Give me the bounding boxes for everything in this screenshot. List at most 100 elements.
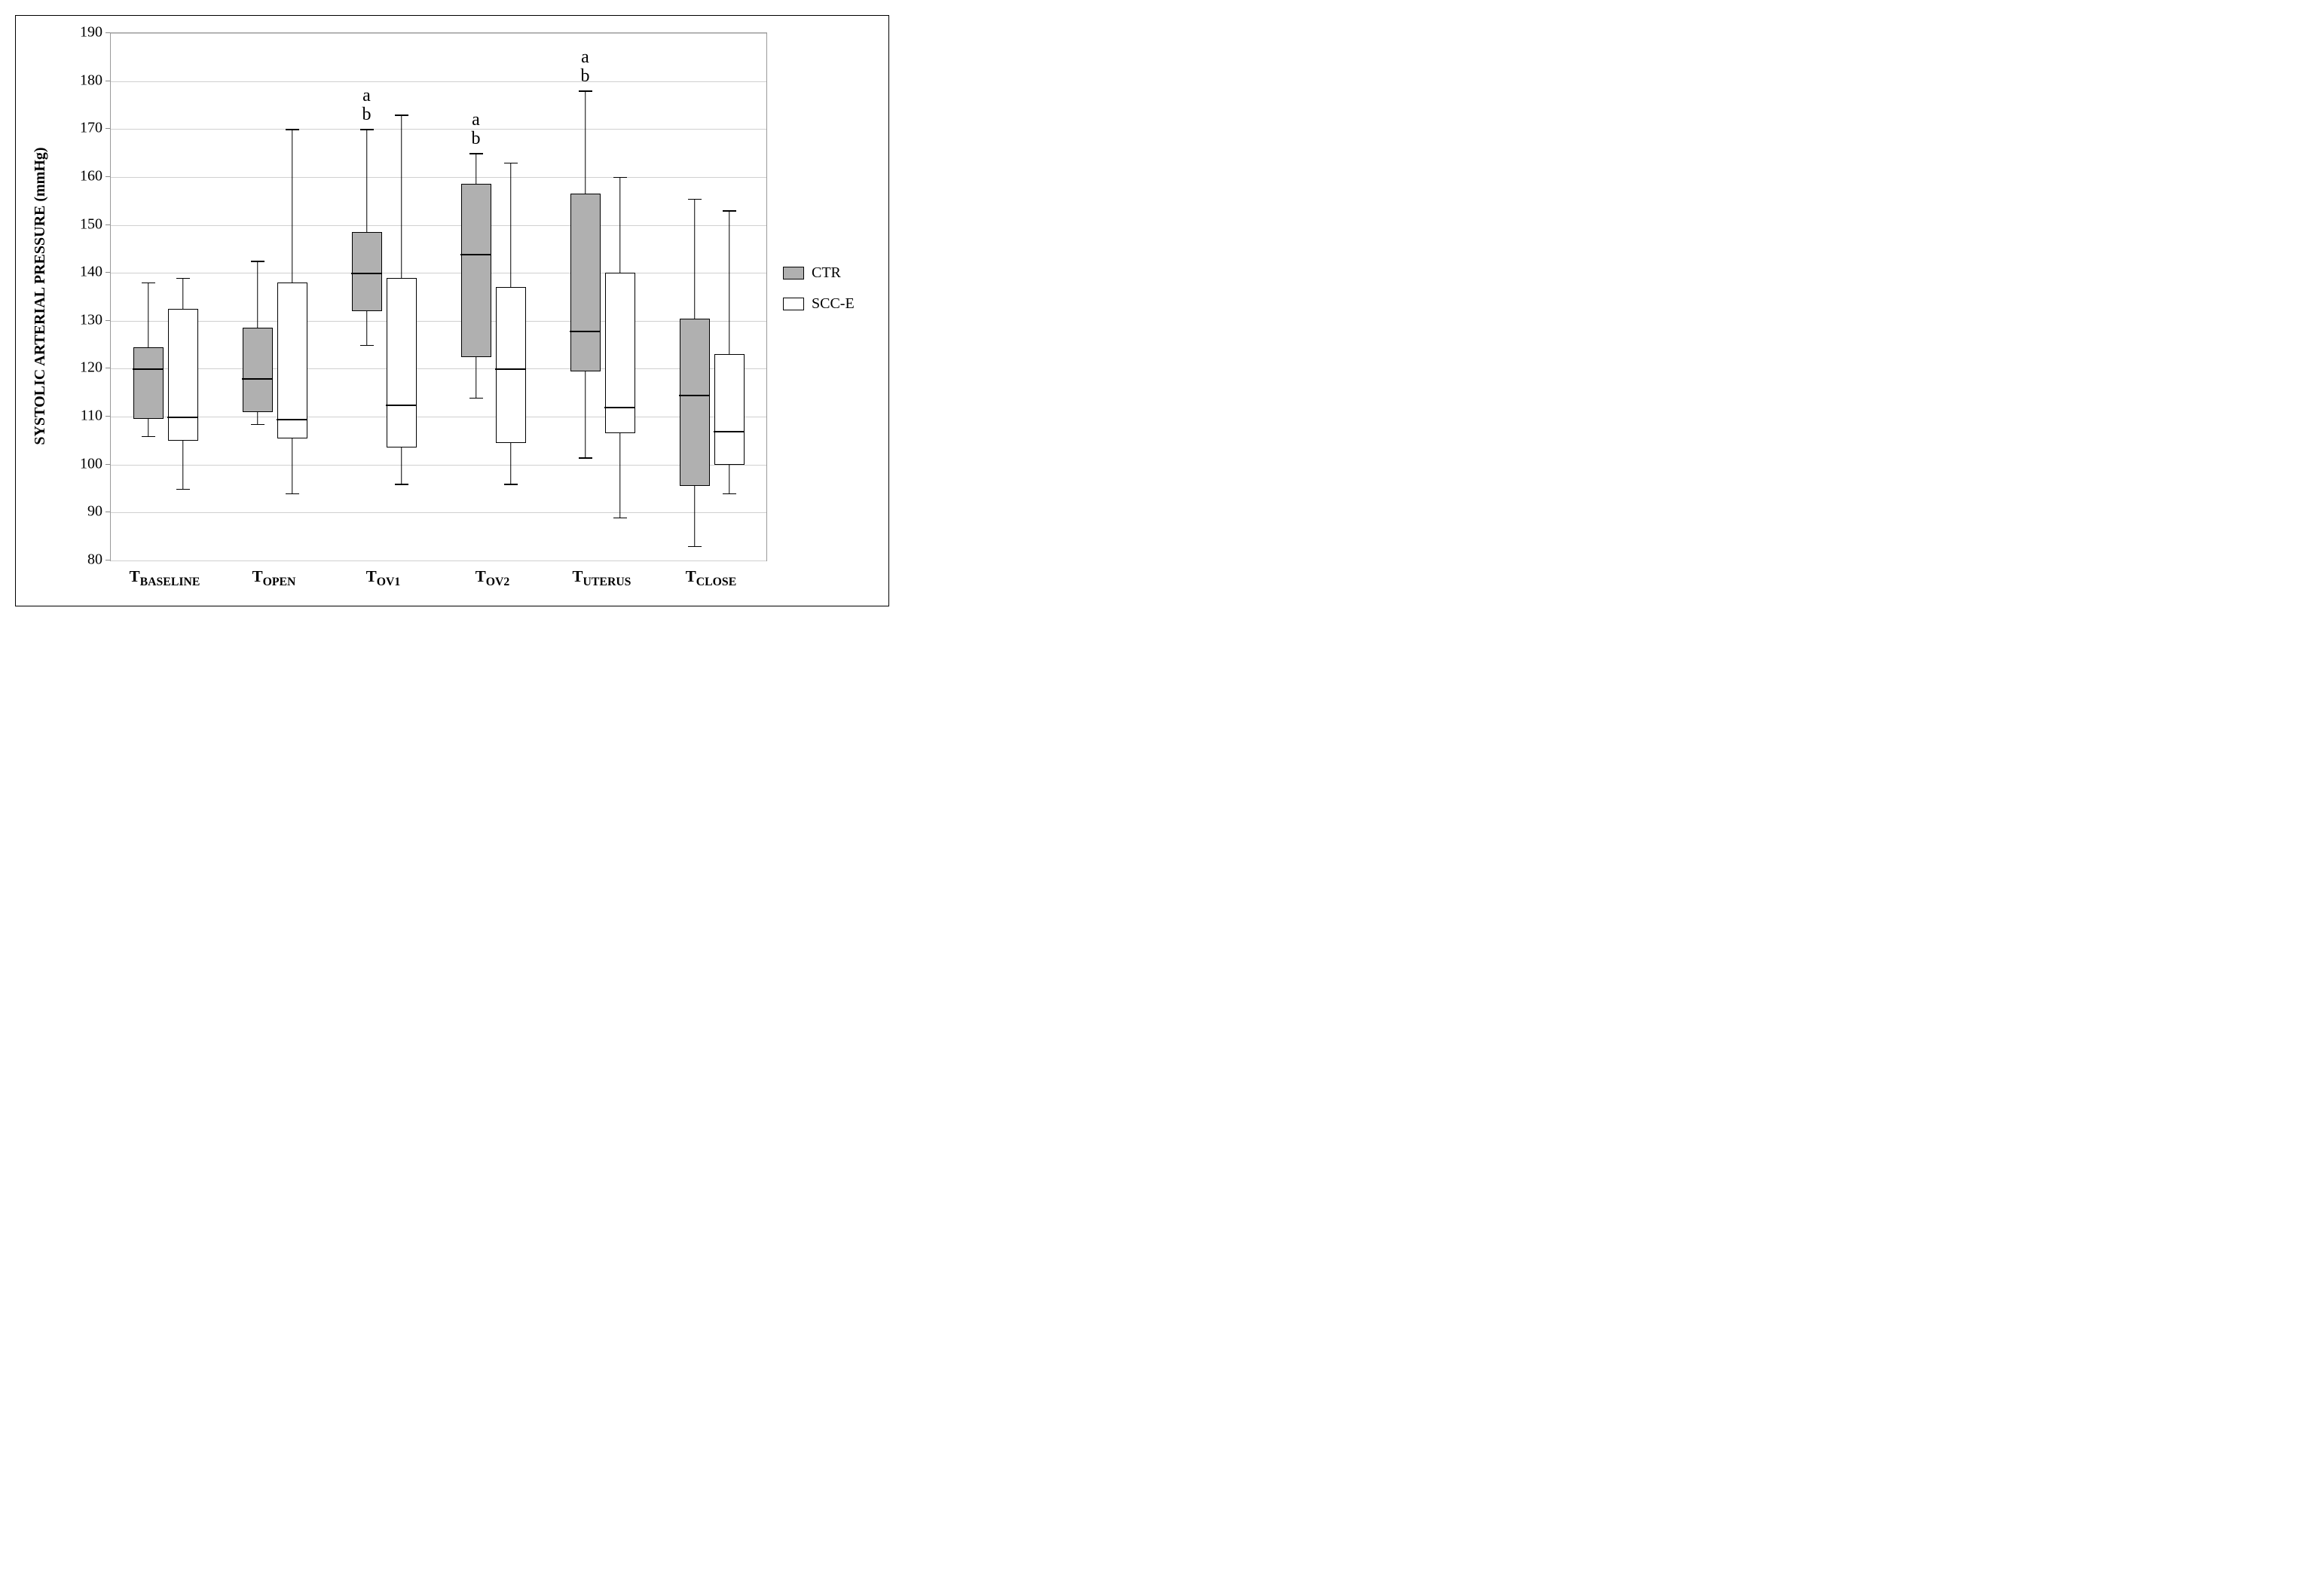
gridline [111, 368, 766, 369]
whisker-cap-lower [176, 489, 190, 490]
y-tick-label: 170 [74, 120, 102, 137]
median-line [714, 431, 745, 432]
whisker-cap-lower [613, 518, 627, 519]
gridline [111, 177, 766, 178]
y-tick [105, 224, 110, 225]
whisker-lower [257, 412, 258, 424]
whisker-cap-lower [360, 345, 374, 347]
whisker-cap-upper [504, 163, 518, 164]
y-tick [105, 416, 110, 417]
gridline [111, 33, 766, 34]
box [168, 309, 198, 441]
box [387, 278, 417, 448]
x-category-sub: CLOSE [696, 576, 736, 588]
x-category-label: TUTERUS [573, 567, 631, 589]
y-tick [105, 176, 110, 177]
whisker-cap-lower [723, 493, 736, 495]
whisker-cap-upper [286, 129, 299, 130]
box [243, 328, 273, 411]
box [277, 283, 307, 438]
y-tick [105, 272, 110, 273]
y-tick-label: 90 [74, 503, 102, 521]
whisker-cap-lower [251, 424, 265, 426]
x-category-prefix: T [476, 567, 486, 585]
median-line [570, 331, 601, 332]
gridline [111, 465, 766, 466]
y-tick-label: 130 [74, 311, 102, 328]
gridline [111, 81, 766, 82]
whisker-cap-lower [469, 398, 483, 399]
median-line [242, 378, 273, 380]
median-line [277, 419, 307, 420]
median-line [386, 405, 417, 406]
whisker-lower [148, 419, 149, 435]
whisker-upper [619, 177, 621, 273]
whisker-upper [182, 278, 184, 309]
whisker-cap-upper [469, 153, 483, 154]
x-category-prefix: T [573, 567, 583, 585]
legend-swatch [783, 267, 804, 279]
y-tick-label: 180 [74, 72, 102, 89]
whisker-lower [510, 443, 512, 484]
legend-item: SCC-E [783, 295, 855, 313]
whisker-upper [694, 199, 696, 319]
significance-annotation: b [472, 130, 481, 148]
whisker-cap-lower [688, 546, 702, 548]
x-category-prefix: T [366, 567, 377, 585]
whisker-cap-upper [251, 261, 265, 262]
y-tick-label: 140 [74, 264, 102, 281]
median-line [133, 368, 164, 370]
whisker-upper [510, 163, 512, 287]
whisker-cap-lower [142, 436, 155, 438]
y-tick-label: 110 [74, 408, 102, 425]
whisker-lower [694, 486, 696, 546]
whisker-upper [366, 129, 368, 232]
significance-annotation: b [581, 67, 590, 86]
significance-annotation: a [472, 111, 480, 130]
whisker-cap-upper [142, 283, 155, 284]
gridline [111, 129, 766, 130]
whisker-lower [585, 371, 586, 458]
whisker-upper [292, 129, 293, 283]
x-category-label: TOV1 [366, 567, 401, 589]
whisker-cap-lower [395, 484, 408, 485]
x-category-sub: OPEN [263, 576, 296, 588]
y-tick-label: 160 [74, 167, 102, 185]
box [461, 184, 491, 356]
chart-container: ababab8090100110120130140150160170180190… [15, 15, 889, 606]
whisker-cap-upper [723, 210, 736, 212]
legend: CTRSCC-E [783, 264, 855, 326]
y-tick [105, 464, 110, 465]
box [133, 347, 164, 419]
box [352, 232, 382, 311]
whisker-upper [729, 210, 730, 354]
significance-annotation: b [362, 105, 372, 124]
whisker-cap-upper [688, 199, 702, 200]
x-category-sub: UTERUS [583, 576, 631, 588]
whisker-upper [401, 115, 402, 277]
whisker-upper [257, 261, 258, 328]
y-tick-label: 120 [74, 359, 102, 377]
x-category-prefix: T [130, 567, 140, 585]
whisker-lower [619, 433, 621, 517]
box [605, 273, 635, 433]
y-tick [105, 320, 110, 321]
whisker-cap-lower [504, 484, 518, 485]
legend-label: SCC-E [812, 295, 855, 313]
plot-area: ababab [110, 32, 767, 561]
median-line [351, 273, 382, 274]
significance-annotation: a [581, 48, 589, 67]
whisker-lower [182, 441, 184, 489]
gridline [111, 321, 766, 322]
x-category-label: TBASELINE [130, 567, 200, 589]
x-category-prefix: T [686, 567, 696, 585]
x-category-prefix: T [252, 567, 263, 585]
x-category-label: TOV2 [476, 567, 510, 589]
box [680, 319, 710, 487]
median-line [679, 395, 710, 396]
whisker-cap-lower [286, 493, 299, 495]
significance-annotation: a [362, 87, 371, 105]
box [496, 287, 526, 443]
whisker-upper [585, 90, 586, 194]
x-category-label: TCLOSE [686, 567, 736, 589]
